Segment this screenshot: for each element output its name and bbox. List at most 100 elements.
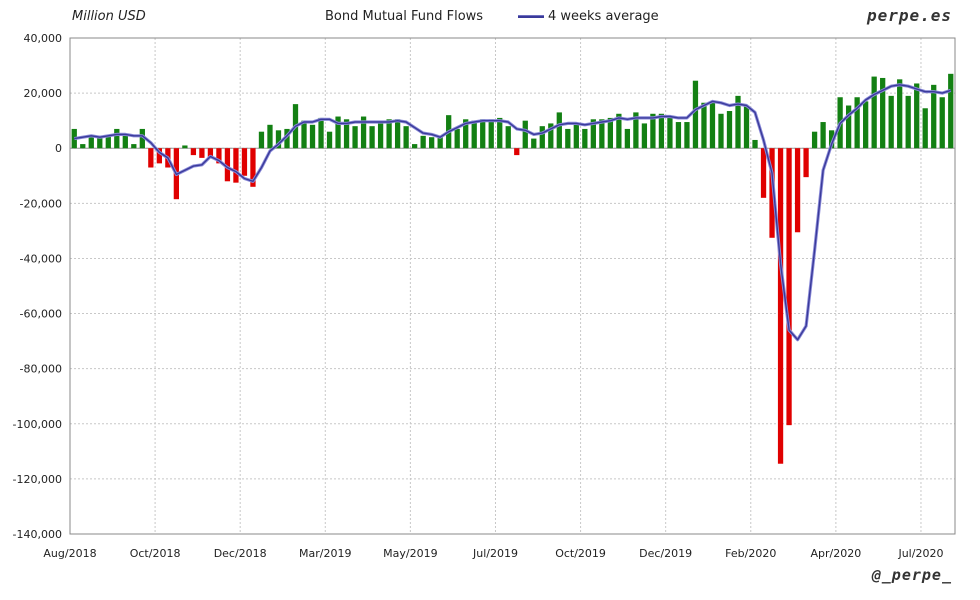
x-tick-label: Jul/2019 [472, 547, 518, 560]
flow-bar [922, 108, 928, 149]
flow-bar [548, 123, 554, 149]
x-tick-label: Jul/2020 [897, 547, 943, 560]
flow-bar [880, 77, 886, 149]
x-tick-label: Oct/2018 [130, 547, 181, 560]
flow-bar [701, 102, 707, 149]
flow-bar [692, 80, 699, 149]
flow-bar [301, 120, 307, 149]
y-tick-label: -40,000 [20, 252, 62, 265]
flow-bar [726, 111, 733, 149]
flow-bar [131, 144, 137, 149]
flow-bar [539, 126, 545, 149]
flow-bar [684, 122, 690, 149]
flow-bar [565, 128, 571, 149]
x-tick-label: Apr/2020 [810, 547, 861, 560]
flow-bar [488, 119, 494, 149]
flow-bar [122, 135, 128, 149]
flow-bar [828, 130, 835, 149]
flow-bar [497, 117, 503, 149]
flow-bar [480, 119, 486, 149]
flow-bar [463, 119, 469, 149]
flow-bar [182, 145, 188, 149]
flow-bar [931, 84, 937, 149]
flow-bar [71, 128, 77, 149]
flow-bar [412, 144, 418, 149]
flow-bar [224, 148, 231, 182]
flow-bar [863, 101, 869, 149]
y-tick-label: 40,000 [24, 32, 63, 45]
flow-bar [667, 116, 673, 149]
flow-bar [403, 126, 409, 149]
y-tick-label: -20,000 [20, 197, 62, 210]
flow-bar [148, 148, 154, 168]
grid-layer [69, 37, 955, 535]
flow-bar [352, 126, 358, 149]
flow-bar [326, 131, 333, 149]
flow-bar [514, 148, 520, 156]
x-tick-label: May/2019 [383, 547, 437, 560]
flow-bar [275, 130, 282, 149]
flow-bar [80, 144, 86, 149]
avg-line [74, 84, 951, 341]
flow-bar [267, 124, 273, 149]
flow-bar [437, 137, 443, 149]
y-tick-label: -80,000 [20, 363, 62, 376]
flow-bar [905, 95, 911, 149]
flow-bar [318, 117, 324, 149]
flow-bar [335, 116, 341, 149]
flow-bar [505, 126, 511, 149]
y-tick-label: 20,000 [24, 87, 63, 100]
flow-bar [939, 97, 945, 149]
watermark-top: perpe.es [866, 6, 952, 25]
flow-bar [675, 122, 682, 149]
flow-bar [743, 105, 750, 149]
flow-bar [258, 131, 265, 149]
flow-bar [429, 137, 435, 149]
x-tick-label: Dec/2018 [214, 547, 267, 560]
flow-bar [845, 105, 852, 149]
label-layer: 40,000 20,000 0 -20,000 -40,000 -60,000 -80,00… [13, 32, 944, 560]
flow-bar [360, 116, 367, 149]
flow-bar [777, 148, 784, 464]
flow-bar [97, 135, 103, 149]
line-layer [74, 83, 952, 342]
flow-bar [284, 128, 290, 149]
flow-bar [616, 113, 622, 149]
flow-bar [216, 148, 222, 164]
y-tick-label: -100,000 [13, 418, 62, 431]
flow-bar [105, 135, 111, 149]
flow-bar [156, 148, 162, 164]
flow-bar [794, 148, 801, 233]
bar-layer [71, 73, 954, 464]
x-tick-label: Dec/2019 [639, 547, 692, 560]
flow-bar [386, 119, 392, 149]
flow-bar [369, 126, 375, 149]
flow-bar [914, 83, 920, 149]
y-tick-label: 0 [55, 142, 62, 155]
flow-bar [820, 122, 826, 149]
axis-layer [69, 37, 956, 535]
flow-bar [718, 113, 724, 149]
flow-bar [309, 124, 316, 149]
x-tick-label: Feb/2020 [725, 547, 776, 560]
flow-bar [590, 119, 596, 149]
flow-bar [641, 123, 648, 149]
flow-bar [760, 148, 767, 198]
flow-bar [811, 131, 818, 149]
flow-bar [599, 119, 605, 149]
flow-bar [207, 148, 214, 158]
flow-bar [888, 95, 894, 149]
legend-line-swatch [518, 15, 544, 18]
y-tick-label: -140,000 [13, 528, 62, 541]
watermark-bottom: @_perpe_ [871, 566, 952, 584]
flow-bar [948, 73, 954, 149]
flow-bar [250, 148, 256, 187]
flow-bar [88, 135, 94, 149]
flow-bar [522, 120, 528, 149]
flow-bar [735, 95, 741, 149]
flow-bar [531, 138, 537, 149]
unit-label: Million USD [72, 9, 146, 24]
flow-bar [420, 135, 426, 149]
